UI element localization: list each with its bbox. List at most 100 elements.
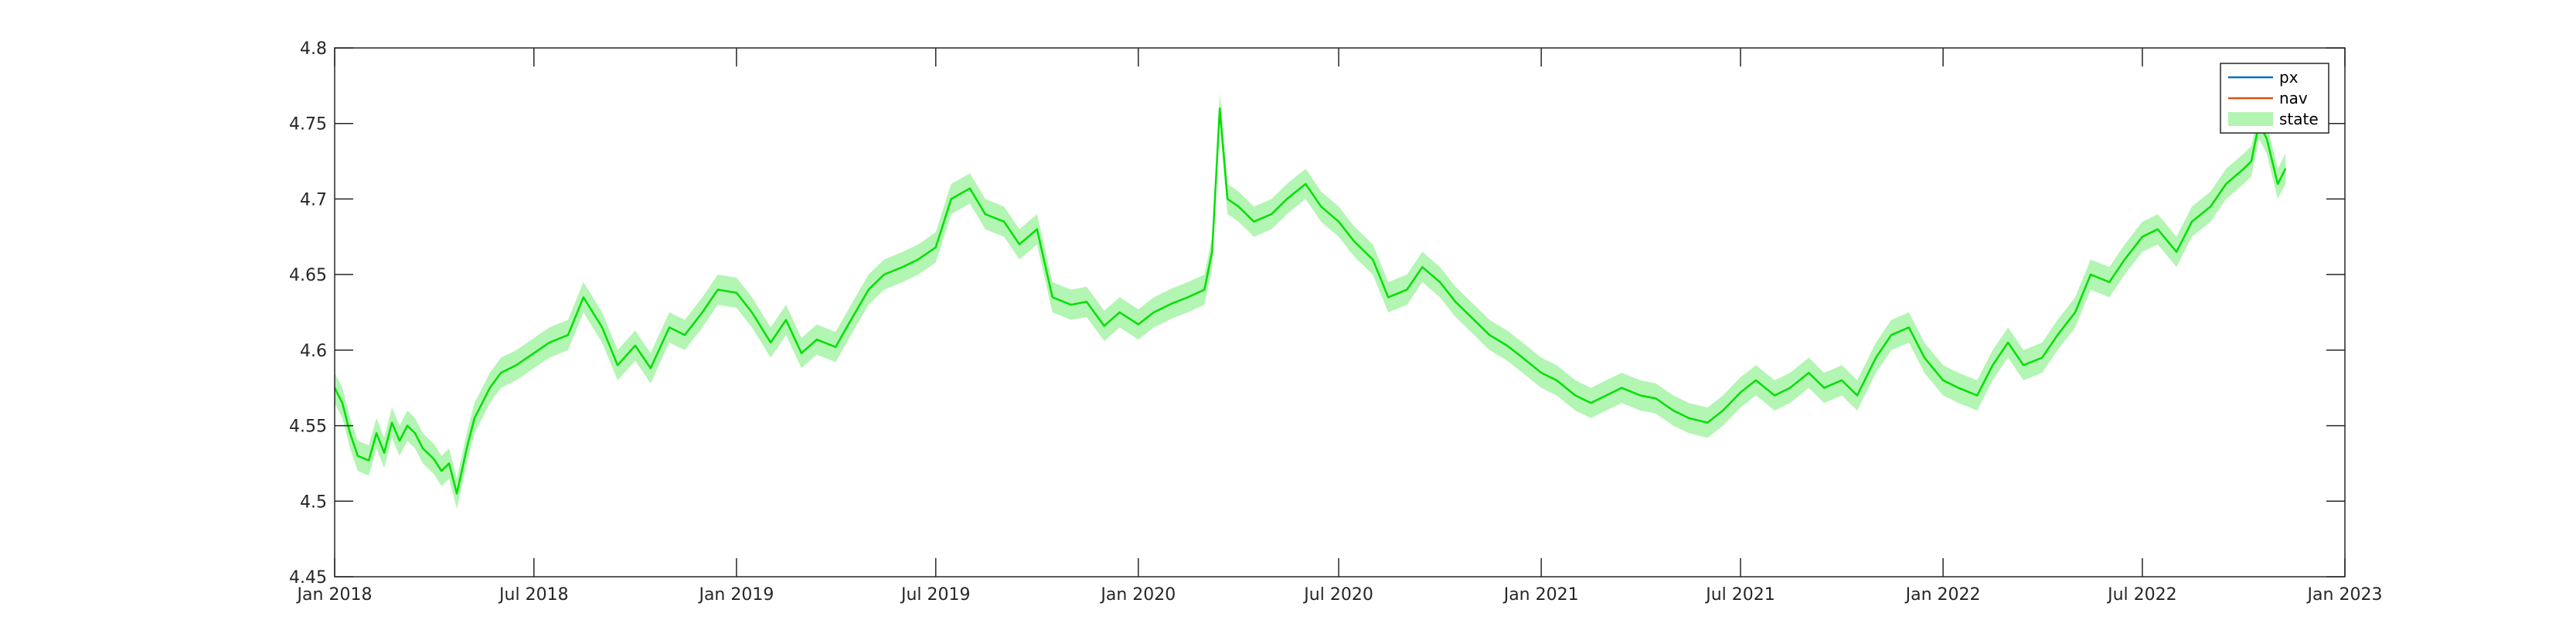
data-point [1489,334,1490,336]
data-point [399,440,400,441]
data-point [2191,220,2193,223]
data-point [2142,236,2143,238]
data-point [716,288,719,291]
data-point [357,455,359,457]
data-point [801,353,802,354]
data-point [1286,198,1288,200]
data-point [1958,387,1959,389]
data-point [2210,206,2211,208]
data-point [1774,394,1775,397]
data-point [1841,380,1843,381]
data-point [1976,394,1978,397]
data-point [1707,421,1709,424]
state-band-layer [335,93,2286,509]
data-point [500,372,502,374]
data-point [2007,342,2009,343]
data-point [1755,380,1757,381]
data-point [2251,160,2252,162]
data-point [1655,397,1657,400]
data-point [1992,364,1993,366]
state-band [335,93,2286,509]
data-point [349,432,351,434]
data-point [407,424,408,427]
data-point [2243,168,2244,170]
data-point [482,402,483,404]
data-point [383,451,385,454]
x-tick-label: Jan 2020 [1099,585,1176,605]
data-point [2108,281,2110,283]
data-point [1856,394,1858,397]
data-point [1271,213,1272,215]
legend-label-state: state [2279,110,2319,128]
legend: px nav state [2220,63,2329,134]
data-point [883,274,885,275]
data-point [650,367,652,370]
data-point [1070,304,1072,306]
data-point [669,326,670,329]
data-point [1406,288,1408,291]
data-point [533,353,535,354]
x-tick-label: Jan 2021 [1502,585,1579,605]
data-point [1556,380,1557,381]
data-point [1227,198,1228,200]
x-tick-label: Jul 2022 [2106,585,2177,605]
x-tick-label: Jan 2019 [697,585,774,605]
legend-swatch-state [2228,112,2273,126]
data-point [934,247,937,248]
y-tick-label: 4.6 [300,342,327,361]
px-line-layer [333,107,2287,495]
data-point [1153,312,1155,313]
data-point [2023,364,2024,366]
data-point [1540,372,1542,374]
data-point [1372,258,1373,261]
data-point [950,198,952,200]
data-point [816,339,818,341]
data-point [617,364,618,366]
data-point [1211,251,1213,253]
data-point [1320,206,1322,208]
x-tick-label: Jan 2018 [296,585,373,605]
data-point [868,288,869,291]
data-point [1590,402,1592,404]
data-point [1621,387,1622,389]
data-point [1522,356,1523,359]
legend-label-px: px [2279,68,2299,87]
data-point [1688,417,1690,419]
data-point [2285,168,2286,170]
data-point [736,291,737,294]
y-tick-label: 4.75 [289,115,327,135]
x-tick-label: Jul 2021 [1704,585,1775,605]
y-tick-label: 4.5 [300,492,327,512]
data-point [391,421,393,424]
data-point [2266,138,2268,140]
data-point [474,417,475,419]
data-point [1305,183,1307,185]
data-point [1890,334,1892,336]
data-point [770,342,771,343]
data-point [1118,312,1121,313]
data-point [1574,394,1577,397]
data-point [1019,244,1020,245]
data-point [684,334,686,336]
data-point [1086,301,1087,303]
data-point [1421,266,1424,268]
data-point [1003,220,1005,223]
data-point [1237,206,1240,208]
data-point [1187,296,1189,298]
y-tick-label: 4.45 [289,568,327,588]
x-tick-label: Jul 2018 [498,585,569,605]
data-point [422,448,424,449]
data-point [583,296,584,298]
data-point [969,187,971,189]
data-point [342,402,343,404]
data-point [1387,296,1389,298]
data-point [1908,326,1910,329]
x-tick-label: Jan 2023 [2306,585,2383,605]
data-point [1823,387,1825,389]
data-point [2057,334,2058,336]
data-point [1605,394,1607,397]
data-point [1172,302,1173,305]
plot-area [335,48,2345,577]
data-point [2074,312,2076,313]
data-point [1051,296,1053,298]
